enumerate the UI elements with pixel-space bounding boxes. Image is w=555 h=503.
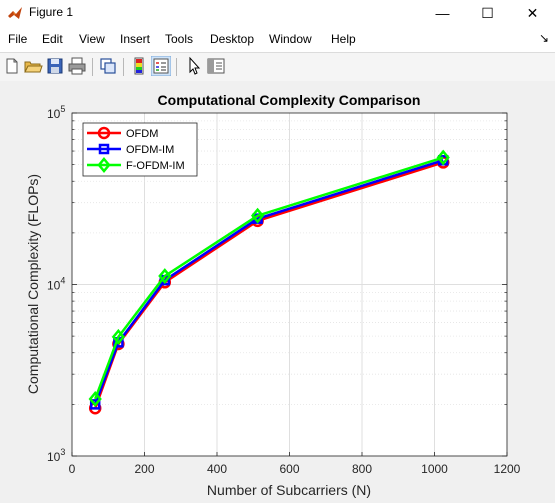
menu-help[interactable]: Help bbox=[331, 32, 356, 46]
maximize-icon: ☐ bbox=[481, 4, 494, 21]
legend-label: OFDM bbox=[126, 128, 158, 140]
legend-entry[interactable]: OFDM bbox=[87, 126, 158, 140]
x-axis-label: Number of Subcarriers (N) bbox=[207, 482, 371, 498]
menu-insert[interactable]: Insert bbox=[120, 32, 151, 46]
new-figure-icon[interactable] bbox=[2, 56, 22, 76]
maximize-button[interactable]: ☐ bbox=[465, 0, 510, 26]
y-tick-exponent: 3 bbox=[60, 447, 65, 457]
y-tick-exponent: 4 bbox=[60, 276, 65, 286]
data-point bbox=[88, 391, 102, 407]
y-tick-label: 105 bbox=[47, 104, 65, 121]
y-tick-base: 10 bbox=[47, 107, 61, 121]
y-tick-label: 103 bbox=[47, 447, 65, 464]
legend-label: F-OFDM-IM bbox=[126, 160, 185, 172]
figure-toolbar bbox=[0, 52, 555, 82]
legend[interactable]: OFDM OFDM-IM F-OFDM-IM bbox=[82, 122, 198, 177]
toolbar-separator bbox=[123, 58, 124, 76]
y-axis-label: Computational Complexity (FLOPs) bbox=[25, 174, 41, 394]
close-icon: ✕ bbox=[526, 4, 539, 21]
close-button[interactable]: ✕ bbox=[510, 0, 555, 26]
menu-overflow-icon[interactable]: ↘ bbox=[538, 31, 549, 45]
x-tick-label: 400 bbox=[207, 462, 227, 476]
series-layer bbox=[88, 149, 450, 415]
y-tick-exponent: 5 bbox=[60, 104, 65, 114]
x-tick-label: 600 bbox=[279, 462, 299, 476]
pointer-icon[interactable] bbox=[184, 56, 204, 76]
toolbar-separator bbox=[176, 58, 177, 76]
data-point bbox=[89, 399, 101, 410]
menu-window[interactable]: Window bbox=[269, 32, 312, 46]
data-point bbox=[436, 149, 450, 166]
property-inspector-icon[interactable] bbox=[206, 56, 226, 76]
data-point bbox=[250, 207, 265, 224]
matlab-logo-icon bbox=[8, 7, 22, 19]
menu-view[interactable]: View bbox=[79, 32, 105, 46]
colorbar-icon[interactable] bbox=[129, 56, 149, 76]
chart-title: Computational Complexity Comparison bbox=[158, 92, 421, 108]
minimize-icon: — bbox=[435, 5, 450, 21]
y-tick-base: 10 bbox=[47, 450, 61, 464]
legend-entry[interactable]: OFDM-IM bbox=[87, 143, 174, 156]
menu-file[interactable]: File bbox=[8, 32, 28, 46]
legend-marker bbox=[97, 157, 111, 173]
print-icon[interactable] bbox=[67, 56, 87, 76]
figure-canvas: 0 200 400 600 800 1000 1200 103 104 105 Computati… bbox=[0, 81, 555, 498]
x-tick-label: 1200 bbox=[494, 462, 521, 476]
legend-entry[interactable]: F-OFDM-IM bbox=[87, 157, 185, 173]
title-bar: Figure 1 — ☐ ✕ bbox=[0, 0, 555, 26]
legend-icon[interactable] bbox=[151, 56, 171, 76]
link-plot-icon[interactable] bbox=[98, 56, 118, 76]
minimize-button[interactable]: — bbox=[420, 0, 465, 26]
series-f-ofdm-im bbox=[88, 149, 450, 407]
save-icon[interactable] bbox=[45, 56, 65, 76]
y-tick-base: 10 bbox=[47, 279, 61, 293]
window-title: Figure 1 bbox=[29, 5, 74, 19]
x-tick-label: 1000 bbox=[421, 462, 448, 476]
menu-bar: File Edit View Insert Tools Desktop Wind… bbox=[0, 26, 555, 52]
menu-desktop[interactable]: Desktop bbox=[210, 32, 255, 46]
x-tick-label: 800 bbox=[352, 462, 372, 476]
legend-label: OFDM-IM bbox=[126, 144, 174, 156]
legend-marker bbox=[97, 126, 111, 140]
open-file-icon[interactable] bbox=[23, 56, 43, 76]
data-point bbox=[111, 328, 126, 345]
menu-edit[interactable]: Edit bbox=[42, 32, 63, 46]
legend-marker bbox=[98, 143, 110, 155]
data-point bbox=[158, 268, 172, 285]
x-tick-label: 200 bbox=[134, 462, 154, 476]
toolbar-separator bbox=[92, 58, 93, 76]
x-tick-label: 0 bbox=[69, 462, 76, 476]
y-tick-label: 104 bbox=[47, 276, 65, 293]
menu-tools[interactable]: Tools bbox=[165, 32, 194, 46]
series-line bbox=[94, 156, 444, 400]
